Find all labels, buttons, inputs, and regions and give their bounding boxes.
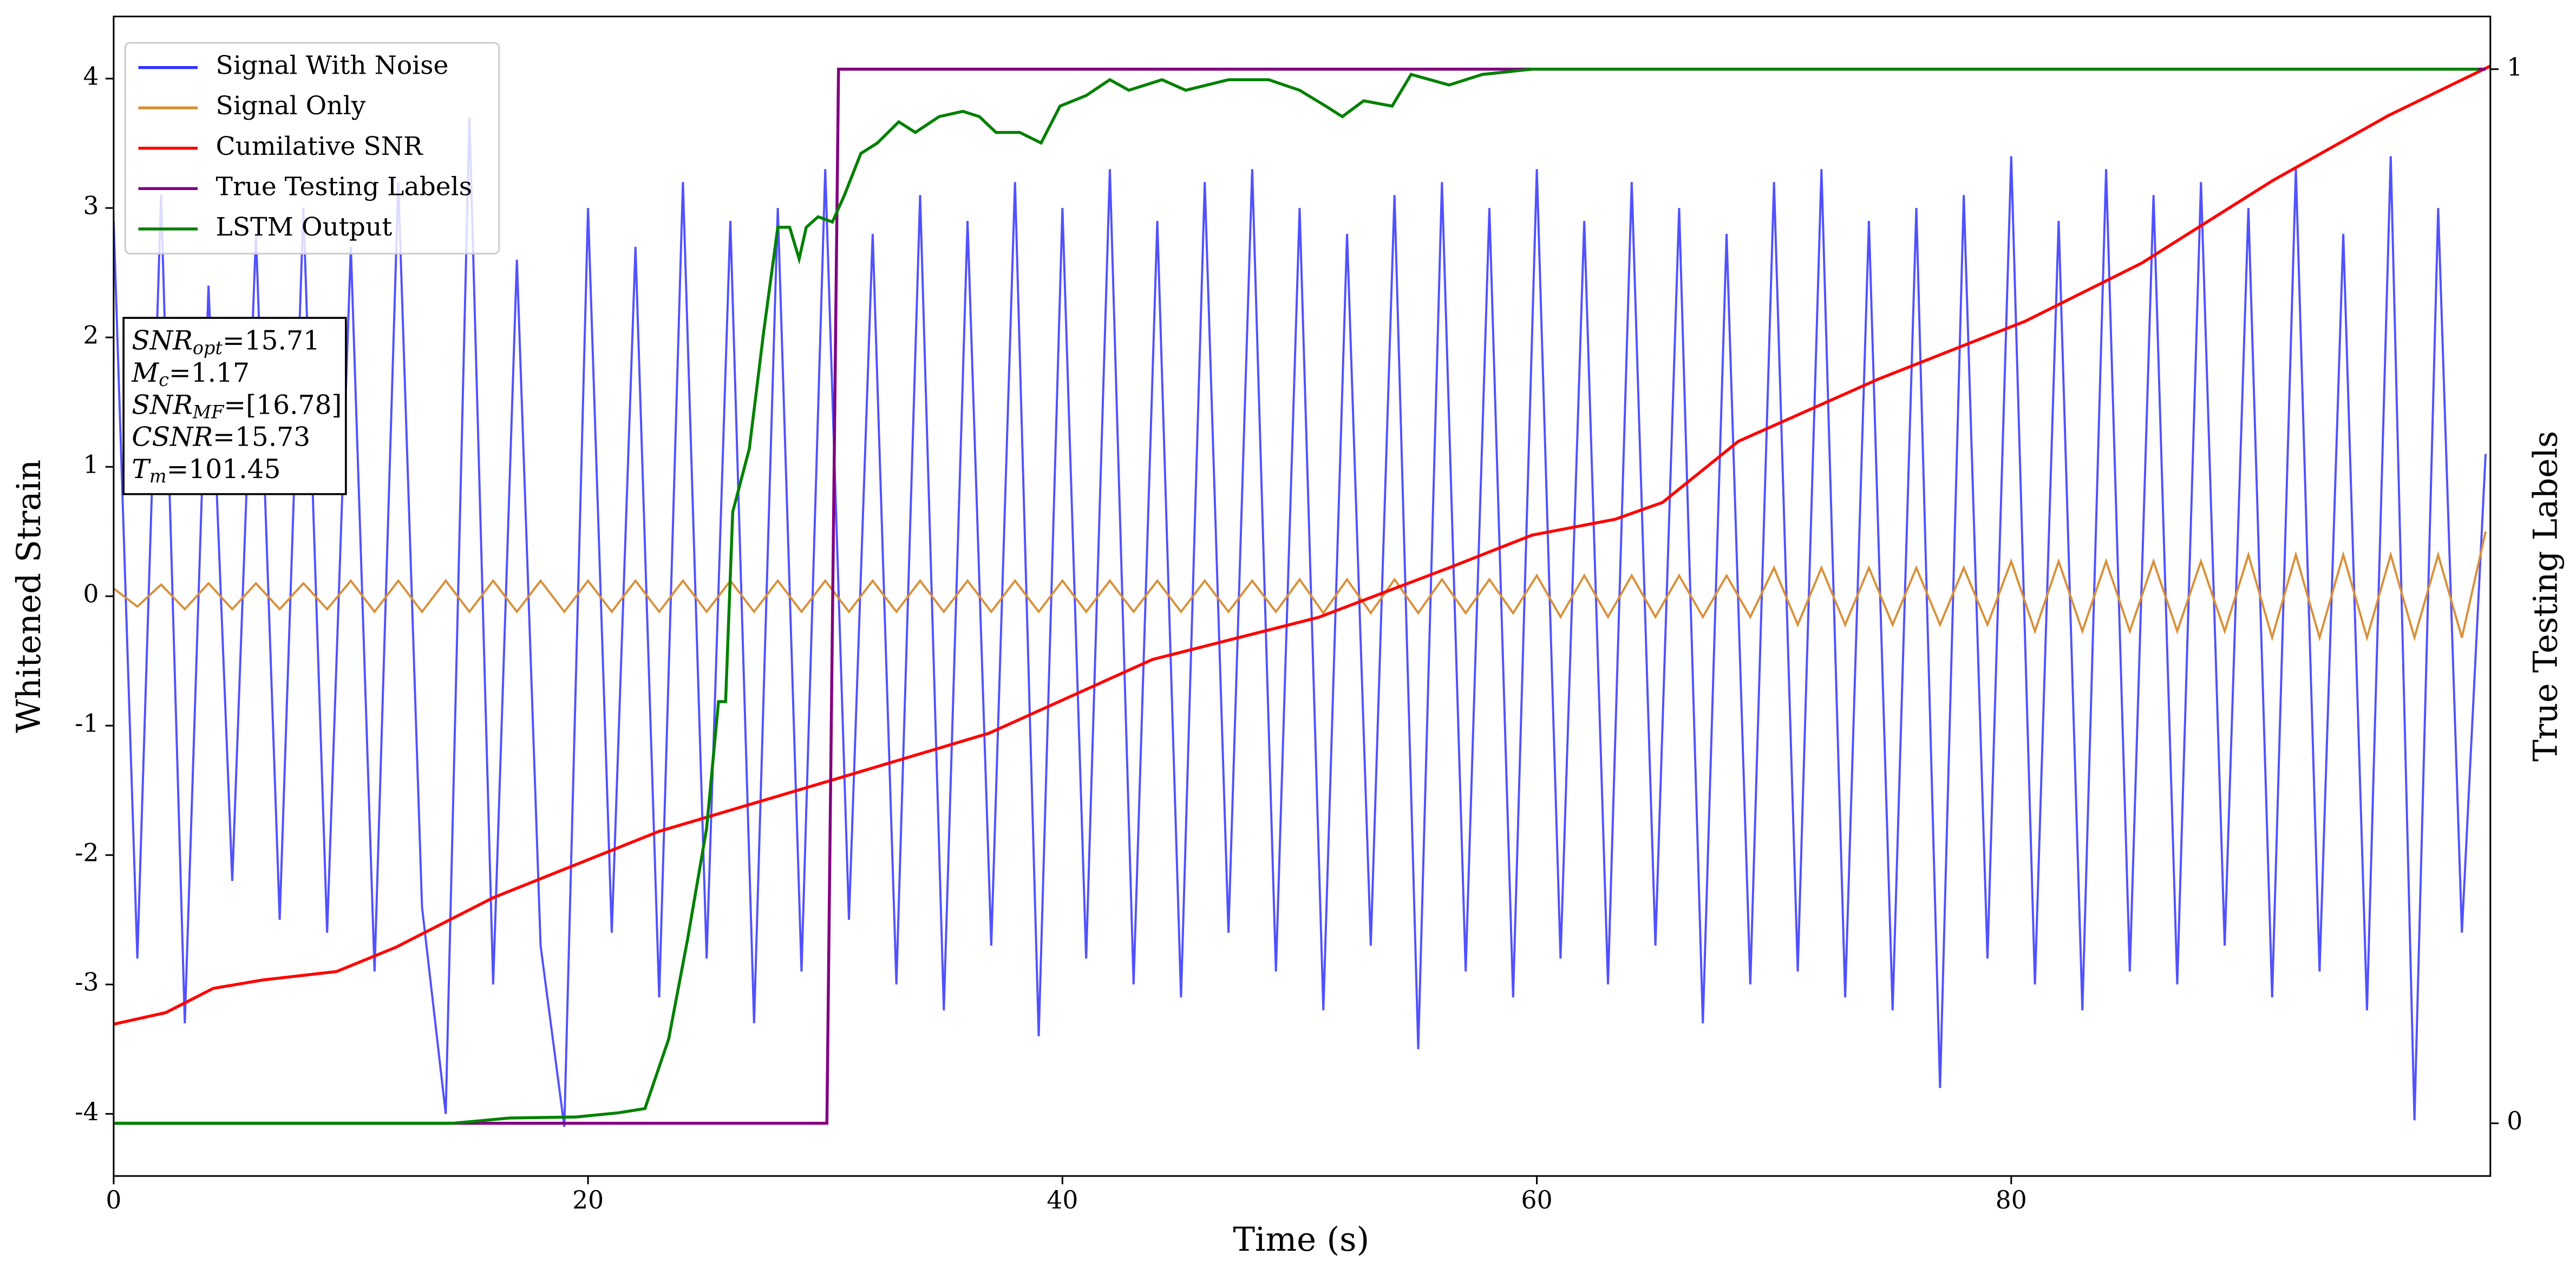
- x-tick-label: 20: [572, 1186, 604, 1214]
- series-line: [113, 531, 2487, 642]
- legend-text: True Testing Labels: [216, 172, 472, 201]
- annotation-name: SNR: [132, 325, 193, 356]
- annotation-name: T: [132, 454, 151, 485]
- x-tick-label: 80: [1996, 1186, 2027, 1214]
- annotation-value: =1.17: [169, 358, 250, 388]
- y-tick-label: 4: [83, 62, 99, 91]
- annotation-text: Mc=1.17: [131, 358, 250, 391]
- series-line: [113, 64, 2490, 1026]
- annotation-value: =101.45: [167, 454, 281, 485]
- annotation-sub: c: [159, 369, 169, 390]
- series-line: [113, 117, 2487, 1127]
- x-tick-label: 0: [106, 1186, 121, 1214]
- y-tick-label: -3: [75, 968, 99, 997]
- y2-tick-label: 0: [2507, 1107, 2522, 1135]
- y-tick-label: 1: [83, 450, 99, 479]
- y-tick-label: 0: [83, 580, 99, 609]
- annotation-sub: opt: [193, 337, 223, 358]
- y-axis-label: Whitened Strain: [10, 460, 48, 733]
- y-tick-label: -1: [75, 709, 99, 738]
- x-tick-label: 40: [1047, 1186, 1078, 1214]
- annotation-text: CSNR=15.73: [132, 422, 310, 452]
- annotation-value: =[16.78]: [224, 390, 342, 420]
- annotation-name: M: [131, 358, 159, 388]
- legend: Signal With Noise Signal Only Cumilative S…: [124, 42, 500, 254]
- annotation-box: [122, 317, 347, 495]
- annotation-name: SNR: [132, 390, 193, 420]
- annotation-sub: MF: [192, 402, 225, 423]
- annotation-text: SNRopt=15.71: [132, 325, 320, 358]
- annotation-text: Tm=101.45: [132, 454, 280, 487]
- legend-text: LSTM Output: [216, 212, 393, 242]
- x-tick-label: 60: [1521, 1186, 1553, 1214]
- annotation: SNRopt=15.71Mc=1.17SNRMF=[16.78]CSNR=15.…: [122, 317, 347, 495]
- annotation-text: SNRMF=[16.78]: [132, 390, 342, 423]
- annotation-value: =15.73: [213, 422, 310, 452]
- annotation-name: CSNR: [132, 422, 213, 452]
- y-tick-label: -4: [75, 1097, 99, 1126]
- y-tick-label: 2: [83, 321, 99, 350]
- legend-text: Signal Only: [216, 91, 366, 121]
- legend-text: Cumilative SNR: [216, 132, 423, 161]
- legend-box: [124, 42, 500, 254]
- x-axis-label: Time (s): [1233, 1221, 1369, 1259]
- legend-text: Signal With Noise: [216, 51, 449, 81]
- annotation-sub: m: [149, 466, 167, 487]
- y2-tick-label: 1: [2507, 53, 2522, 81]
- y2-axis-label: True Testing Labels: [2527, 431, 2565, 762]
- annotation-value: =15.71: [223, 325, 320, 356]
- series-line: [113, 68, 2479, 1125]
- y-tick-label: -2: [75, 839, 99, 867]
- y-tick-label: 3: [83, 192, 99, 220]
